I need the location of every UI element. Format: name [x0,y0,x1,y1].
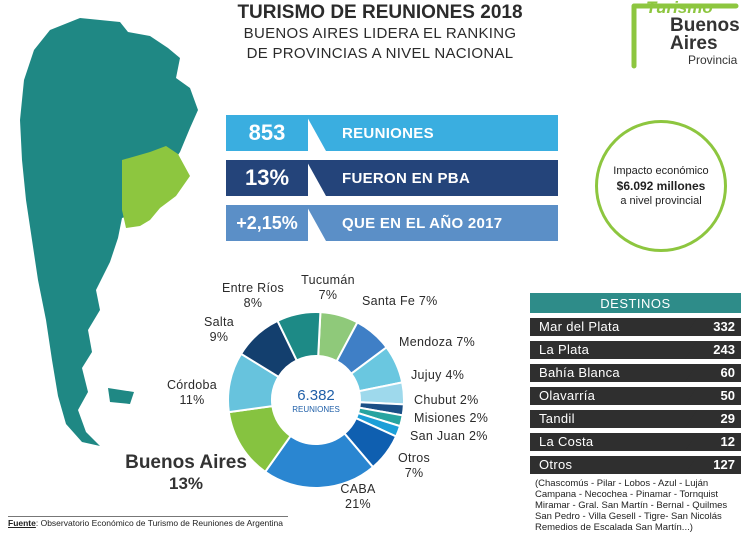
note-line: Remedios de Escalada San Martín...) [535,522,693,533]
label-santa-fe: Santa Fe 7% [362,294,438,309]
subtitle-line-2: DE PROVINCIAS A NIVEL NACIONAL [246,45,514,62]
label-tucuman: Tucumán 7% [296,273,360,303]
impact-line-3: a nivel provincial [620,194,702,207]
note-line: Campana - Necochea - Pinamar - Tornquist [535,489,719,500]
destinos-header: DESTINOS [530,293,741,313]
destino-name: La Costa [530,433,698,451]
label-pct: 7% [456,335,475,349]
label-otros: Otros 7% [398,451,430,481]
destino-value: 12 [685,433,741,451]
label-pct: 7% [418,294,438,308]
label-pct: 2% [469,429,488,443]
destino-name: Otros [530,456,698,474]
stat-value: 13% [226,160,308,196]
destino-name: Mar del Plata [530,318,698,336]
table-row: Bahía Blanca 60 [530,364,741,382]
argentina-map [20,18,198,446]
label-mendoza: Mendoza 7% [399,335,475,350]
stat-value: 853 [226,115,308,151]
label-name: Buenos Aires [125,452,247,473]
label-name: Mendoza [399,335,453,349]
label-name: CABA [340,482,376,496]
label-san-juan: San Juan 2% [410,429,488,444]
subtitle-line-1: BUENOS AIRES LIDERA EL RANKING [243,25,517,42]
meetings-donut-chart: 6.382 REUNIONES [227,311,405,489]
logo-line-1: Turismo [646,0,713,17]
logo-line-3: Aires [670,33,718,54]
note-line: (Chascomús - Pilar - Lobos - Azul - Lujá… [535,478,709,489]
impact-line-2: $6.092 millones [616,178,706,193]
impact-circle: Impacto económico $6.092 millones a nive… [595,120,727,252]
label-name: Otros [398,451,431,465]
label-cordoba: Córdoba 11% [162,378,222,408]
destino-value: 29 [685,410,741,428]
donut-center-value: 6.382 [297,387,335,404]
stat-value: +2,15% [226,205,308,241]
label-name: Misiones [414,411,466,425]
label-name: Córdoba [166,378,218,392]
source-footnote: Fuente: Observatorio Económico de Turism… [8,516,288,528]
label-chubut: Chubut 2% [414,393,479,408]
label-pct: 2% [469,411,489,425]
destino-value: 332 [685,318,741,336]
label-pct: 8% [243,296,263,310]
label-pct: 11% [179,393,205,407]
label-jujuy: Jujuy 4% [411,368,464,383]
stat-label: FUERON EN PBA [306,160,558,196]
stat-label: QUE EN EL AÑO 2017 [306,205,558,241]
label-name: San Juan [410,429,466,443]
destino-name: La Plata [530,341,698,359]
table-row: Otros 127 [530,456,741,474]
page-title: TURISMO DE REUNIONES 2018 [237,2,523,23]
table-row: La Plata 243 [530,341,741,359]
label-name: Tucumán [301,273,355,287]
argentina-map-shape [20,18,198,446]
logo-line-2: Buenos [670,15,740,36]
destino-name: Tandil [530,410,698,428]
label-salta: Salta 9% [197,315,241,345]
label-pct: 13% [168,474,204,493]
table-row: La Costa 12 [530,433,741,451]
logo-line-4: Provincia [688,53,738,67]
impact-line-1: Impacto económico [613,164,709,177]
label-pct: 4% [445,368,465,382]
label-misiones: Misiones 2% [414,411,488,426]
buenos-aires-province-shape [122,146,190,228]
table-row: Mar del Plata 332 [530,318,741,336]
note-line: San Pedro - Villa Gesell - Tigre- San Ni… [535,511,722,522]
page-subtitle: BUENOS AIRES LIDERA EL RANKING DE PROVIN… [150,24,610,64]
label-pct: 9% [209,330,229,344]
donut-slices [227,311,405,489]
label-name: Chubut [414,393,457,407]
destino-name: Bahía Blanca [530,364,698,382]
label-name: Santa Fe [362,294,416,308]
label-entre-rios: Entre Ríos 8% [216,281,290,311]
label-name: Salta [204,315,234,329]
label-pct: 7% [318,288,338,302]
table-row: Olavarría 50 [530,387,741,405]
stat-label: REUNIONES [306,115,558,151]
source-label: Fuente [8,518,36,528]
destino-name: Olavarría [530,387,698,405]
donut-center-label: REUNIONES [292,405,340,414]
label-pct: 7% [404,466,424,480]
destino-value: 60 [685,364,741,382]
label-buenos-aires: Buenos Aires 13% [116,453,256,495]
destino-value: 50 [685,387,741,405]
table-row: Tandil 29 [530,410,741,428]
logo-frame-icon [631,3,739,69]
brand-logo: Turismo Buenos Aires Provincia [626,0,746,72]
note-line: Miramar - Gral. San Martín - Bernal - Qu… [535,500,728,511]
label-pct: 21% [345,497,371,511]
donut-slice-entre-r-os [276,311,322,362]
label-caba: CABA 21% [338,482,378,512]
tierra-del-fuego-shape [108,388,134,404]
label-name: Jujuy [411,368,442,382]
destino-value: 243 [685,341,741,359]
label-pct: 2% [459,393,479,407]
destino-value: 127 [685,456,741,474]
source-text: : Observatorio Económico de Turismo de R… [35,518,283,528]
label-name: Entre Ríos [221,281,285,295]
